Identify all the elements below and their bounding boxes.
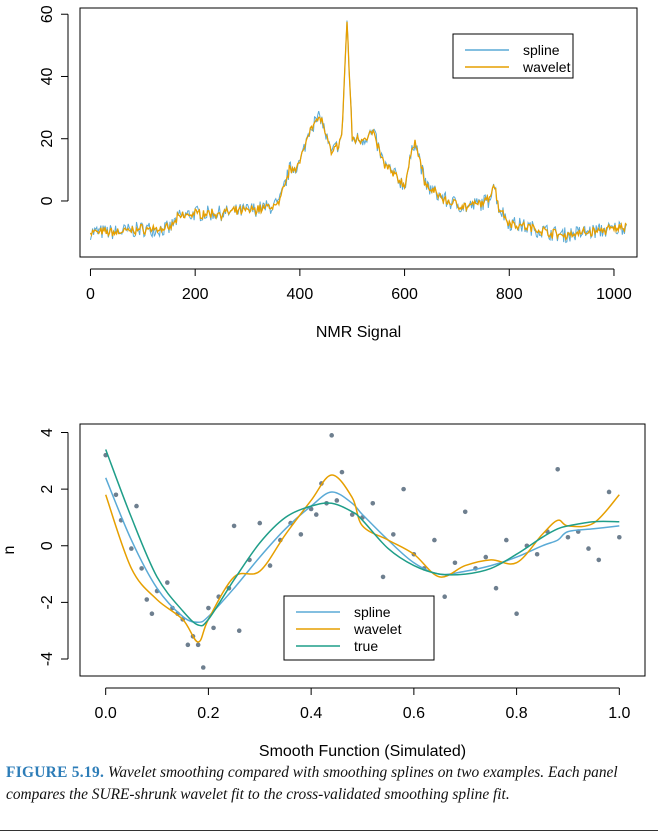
legend-label-true: true	[354, 638, 378, 654]
x-tick-label: 0.8	[505, 705, 527, 722]
x-tick-label: 800	[496, 286, 523, 303]
x-tick-label: 400	[287, 286, 314, 303]
x-tick-label: 1000	[596, 286, 632, 303]
x-tick-label: 1.0	[608, 705, 630, 722]
data-point	[149, 611, 155, 617]
y-tick-label: -2	[39, 595, 56, 609]
data-point	[617, 534, 622, 540]
y-tick-label: 0	[39, 196, 56, 205]
data-point	[185, 642, 191, 648]
data-point	[195, 642, 201, 648]
data-point	[432, 537, 437, 543]
data-point	[514, 611, 519, 617]
data-point	[200, 665, 206, 670]
x-tick-label: 0	[86, 286, 95, 303]
data-point	[267, 563, 273, 568]
data-point	[334, 498, 340, 503]
y-axis: -4 -2 0 2 4	[39, 428, 69, 666]
data-point	[339, 469, 345, 475]
data-point	[401, 486, 406, 492]
data-point	[329, 433, 334, 438]
nmr-signal-panel: 0 200 400 600 800 1000 0 20 40 60 NMR Signal spline…	[39, 5, 638, 341]
data-point	[380, 574, 386, 580]
plot-frame	[79, 423, 646, 677]
data-point	[211, 625, 216, 631]
x-axis-label: NMR Signal	[316, 324, 401, 341]
x-tick-label: 0.4	[300, 705, 322, 722]
data-point	[370, 500, 376, 506]
caption-label: FIGURE 5.19.	[6, 764, 105, 781]
series-line-true	[104, 449, 620, 627]
data-point	[165, 580, 170, 585]
y-tick-label: 40	[39, 67, 56, 85]
x-axis: 0.0 0.2 0.4 0.6 0.8 1.0	[95, 687, 631, 722]
data-point	[586, 546, 591, 551]
data-point	[452, 560, 458, 566]
x-tick-label: 200	[182, 286, 209, 303]
data-point	[206, 605, 211, 611]
data-point	[493, 585, 499, 591]
series-line-wavelet	[104, 474, 620, 643]
data-point	[483, 554, 489, 560]
data-point	[129, 546, 134, 551]
figure-caption: FIGURE 5.19. Wavelet smoothing compared …	[6, 762, 652, 806]
x-tick-label: 0.2	[197, 705, 219, 722]
y-tick-label: 4	[39, 428, 56, 437]
data-point	[462, 509, 468, 515]
data-point	[565, 534, 571, 540]
y-axis-label: n	[1, 546, 18, 555]
y-axis: 0 20 40 60	[39, 5, 69, 205]
data-point	[231, 523, 237, 529]
y-tick-label: -4	[39, 652, 56, 666]
data-point	[349, 512, 355, 517]
data-point	[134, 503, 139, 509]
data-point	[313, 512, 319, 517]
legend-label-wavelet: wavelet	[353, 621, 402, 637]
data-point	[298, 532, 304, 537]
y-tick-label: 60	[39, 5, 56, 23]
series-line-wavelet	[89, 21, 627, 241]
data-point	[236, 628, 242, 633]
y-tick-label: 20	[39, 130, 56, 148]
data-point	[391, 532, 396, 537]
y-tick-label: 0	[39, 541, 56, 550]
x-tick-label: 600	[391, 286, 418, 303]
legend-box	[452, 33, 574, 79]
data-point	[555, 467, 560, 472]
caption-rule	[0, 830, 658, 831]
data-point	[139, 566, 144, 571]
x-tick-label: 0.6	[403, 705, 425, 722]
data-point	[534, 551, 540, 557]
x-tick-label: 0.0	[95, 705, 117, 722]
legend-box	[283, 595, 435, 661]
y-tick-label: 2	[39, 485, 56, 494]
x-axis: 0 200 400 600 800 1000	[86, 268, 632, 303]
caption-text: Wavelet smoothing compared with smoothin…	[6, 764, 618, 803]
legend-label-spline: spline	[354, 604, 391, 620]
legend-label-spline: spline	[523, 42, 560, 58]
data-point	[442, 594, 447, 600]
data-point	[606, 489, 612, 495]
data-point	[504, 537, 509, 543]
data-point	[113, 492, 119, 498]
data-point	[257, 520, 263, 526]
legend-label-wavelet: wavelet	[522, 59, 571, 75]
smooth-function-panel: 0.0 0.2 0.4 0.6 0.8 1.0 -4 -2 0 2 4 Smooth Function…	[1, 423, 646, 760]
data-point	[144, 597, 150, 602]
plot-frame	[79, 7, 638, 258]
x-axis-label: Smooth Function (Simulated)	[259, 743, 466, 760]
data-point	[596, 557, 602, 563]
